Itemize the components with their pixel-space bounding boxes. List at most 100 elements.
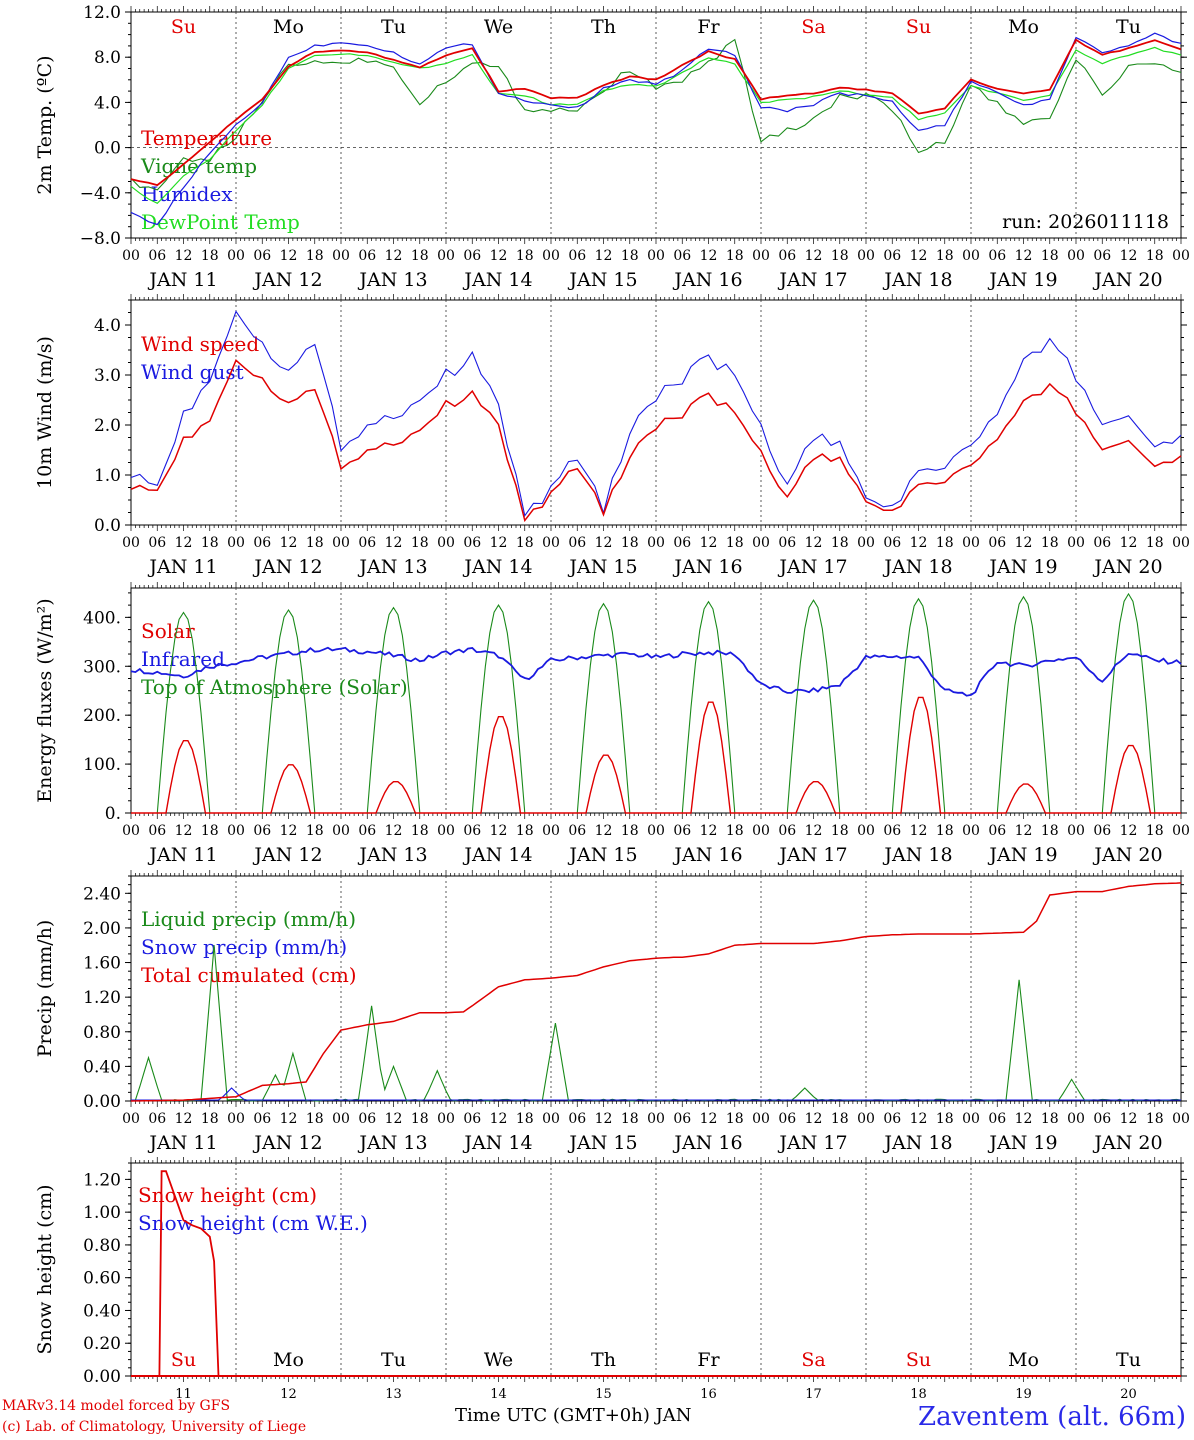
hour-label: 18 xyxy=(201,823,219,839)
hour-label: 06 xyxy=(358,248,376,264)
day-abbr: Mo xyxy=(273,16,304,38)
y-tick-label: 0.20 xyxy=(83,1334,121,1354)
hour-label: 00 xyxy=(962,248,980,264)
day-abbr: Su xyxy=(906,1349,931,1371)
hour-label: 00 xyxy=(542,1111,560,1127)
hour-label: 18 xyxy=(1041,535,1059,551)
day-abbr: Th xyxy=(591,1349,616,1371)
hour-label: 18 xyxy=(621,248,639,264)
legend-entry: DewPoint Temp xyxy=(141,210,300,234)
hour-label: 12 xyxy=(490,823,508,839)
hour-label: 00 xyxy=(227,248,245,264)
hour-label: 06 xyxy=(883,1111,901,1127)
hour-label: 06 xyxy=(568,1111,586,1127)
hour-label: 18 xyxy=(831,823,849,839)
hour-label: 00 xyxy=(752,1111,770,1127)
hour-label: 18 xyxy=(1146,823,1164,839)
hour-label: 12 xyxy=(280,1111,298,1127)
y-tick-label: −8.0 xyxy=(80,229,121,249)
y-axis-title: Snow height (cm) xyxy=(34,1184,56,1354)
hour-label: 00 xyxy=(962,1111,980,1127)
day-abbr: Su xyxy=(171,16,196,38)
hour-label: 18 xyxy=(306,823,324,839)
total-cumulated-line xyxy=(130,882,1182,1102)
date-label: JAN 20 xyxy=(1092,269,1162,291)
day-number: 14 xyxy=(490,1387,507,1400)
hour-label: 06 xyxy=(673,248,691,264)
hour-label: 12 xyxy=(490,1111,508,1127)
hour-label: 00 xyxy=(437,535,455,551)
model-credit: MARv3.14 model forced by GFS xyxy=(2,1398,231,1414)
day-number: 17 xyxy=(805,1387,822,1400)
hour-label: 06 xyxy=(778,248,796,264)
hour-label: 06 xyxy=(568,823,586,839)
hour-label: 00 xyxy=(857,248,875,264)
hour-label: 12 xyxy=(805,535,823,551)
hour-label: 18 xyxy=(726,1111,744,1127)
hour-label: 06 xyxy=(778,535,796,551)
hour-label: 00 xyxy=(1172,248,1190,264)
date-label: JAN 20 xyxy=(1092,844,1162,866)
hour-label: 12 xyxy=(700,1111,718,1127)
legend-entry: Liquid precip (mm/h) xyxy=(141,907,356,931)
hour-label: 18 xyxy=(1041,248,1059,264)
y-tick-label: 100. xyxy=(83,755,121,775)
hour-label: 00 xyxy=(647,535,665,551)
hour-label: 06 xyxy=(673,535,691,551)
hour-label: 18 xyxy=(411,823,429,839)
hour-label: 12 xyxy=(700,248,718,264)
date-label: JAN 12 xyxy=(252,556,322,578)
hour-label: 06 xyxy=(568,248,586,264)
hour-label: 00 xyxy=(857,1111,875,1127)
date-label: JAN 15 xyxy=(567,844,637,866)
y-tick-label: 0.60 xyxy=(83,1269,121,1289)
day-abbr: Tu xyxy=(381,16,406,38)
hour-label: 18 xyxy=(1146,535,1164,551)
date-label: JAN 19 xyxy=(987,844,1057,866)
day-number: 11 xyxy=(175,1387,192,1400)
hour-label: 18 xyxy=(1041,823,1059,839)
y-tick-label: 200. xyxy=(83,706,121,726)
date-label: JAN 12 xyxy=(252,1132,322,1154)
hour-label: 00 xyxy=(542,823,560,839)
hour-label: 00 xyxy=(647,823,665,839)
y-tick-label: 12.0 xyxy=(83,3,121,23)
hour-label: 18 xyxy=(516,823,534,839)
hour-label: 12 xyxy=(385,535,403,551)
hour-label: 06 xyxy=(358,535,376,551)
hour-label: 18 xyxy=(1041,1111,1059,1127)
date-label: JAN 12 xyxy=(252,269,322,291)
date-label: JAN 16 xyxy=(672,1132,742,1154)
hour-label: 12 xyxy=(805,1111,823,1127)
day-abbr: Mo xyxy=(273,1349,304,1371)
hour-label: 18 xyxy=(201,535,219,551)
hour-label: 00 xyxy=(1172,535,1190,551)
date-label: JAN 18 xyxy=(882,1132,952,1154)
hour-label: 12 xyxy=(805,248,823,264)
temperature-line xyxy=(130,38,1182,187)
y-axis-title: 2m Temp. (ºC) xyxy=(34,55,56,194)
hour-label: 12 xyxy=(700,535,718,551)
hour-label: 06 xyxy=(1093,248,1111,264)
hour-label: 06 xyxy=(988,1111,1006,1127)
hour-label: 00 xyxy=(437,1111,455,1127)
hour-label: 00 xyxy=(542,535,560,551)
hour-label: 06 xyxy=(778,823,796,839)
hour-label: 00 xyxy=(332,248,350,264)
y-tick-label: −4.0 xyxy=(80,184,121,204)
y-axis-title: 10m Wind (m/s) xyxy=(34,336,56,489)
station-name: Zaventem (alt. 66m) xyxy=(918,1402,1186,1432)
hour-label: 00 xyxy=(962,535,980,551)
hour-label: 12 xyxy=(910,823,928,839)
y-tick-label: 0.40 xyxy=(83,1057,121,1077)
hour-label: 18 xyxy=(936,1111,954,1127)
y-tick-label: 1.20 xyxy=(83,1170,121,1190)
hour-label: 06 xyxy=(253,1111,271,1127)
wind-gust-line xyxy=(130,310,1182,518)
wind-speed-line xyxy=(130,359,1182,523)
panel-wind: 0.0 1.0 2.0 3.0 4.0 10m Wind (m/s) 00 06 12 18 JAN… xyxy=(34,294,1190,578)
hour-label: 00 xyxy=(122,248,140,264)
lab-credit: (c) Lab. of Climatology, University of L… xyxy=(2,1419,307,1435)
hour-label: 06 xyxy=(1093,535,1111,551)
panel-precip: 0.00 0.40 0.80 1.20 1.60 2.00 2.40 Precip (mm/h… xyxy=(34,870,1190,1154)
